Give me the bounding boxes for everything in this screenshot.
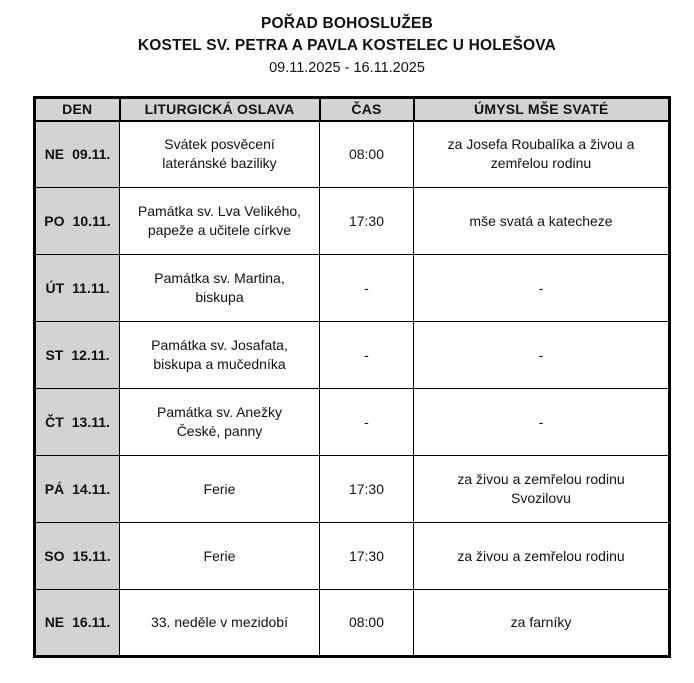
celebration-cell: Ferie: [119, 455, 320, 523]
day-cell: ST 12.11.: [34, 321, 120, 389]
day-date: 15.11.: [72, 547, 111, 564]
day-date: 09.11.: [72, 145, 111, 162]
schedule-table: DEN LITURGICKÁ OSLAVA ČAS ÚMYSL MŠE SVAT…: [33, 96, 671, 658]
day-abbreviation: NE: [44, 614, 65, 630]
day-cell: SO 15.11.: [34, 522, 120, 590]
day-abbreviation: PO: [44, 212, 65, 229]
table-row: NE 09.11. Svátek posvěcení lateránské baz…: [34, 120, 670, 188]
day-abbreviation: SO: [44, 547, 65, 564]
time-cell: -: [319, 254, 414, 322]
schedule-table-body: NE 09.11. Svátek posvěcení lateránské baz…: [34, 120, 670, 657]
table-row: ST 12.11. Památka sv. Josafata, biskupa a…: [34, 321, 670, 389]
column-header-cas: ČAS: [318, 96, 415, 122]
day-date: 13.11.: [71, 413, 110, 430]
table-row: ČT 13.11. Památka sv. Anežky České, panny…: [34, 388, 670, 456]
table-row: ÚT 11.11. Památka sv. Martina, biskupa - …: [34, 254, 670, 322]
day-abbreviation: ČT: [45, 413, 64, 430]
celebration-cell: Svátek posvěcení lateránské baziliky: [119, 120, 320, 188]
schedule-table-header: DEN LITURGICKÁ OSLAVA ČAS ÚMYSL MŠE SVAT…: [33, 96, 671, 122]
day-date: 12.11.: [71, 346, 110, 363]
celebration-cell: Památka sv. Lva Velikého, papeže a učite…: [119, 187, 320, 255]
time-cell: -: [319, 321, 414, 389]
date-range: 09.11.2025 - 16.11.2025: [269, 60, 425, 76]
intention-cell: za Josefa Roubalíka a živou a zemřelou r…: [413, 120, 670, 188]
time-cell: 08:00: [319, 120, 414, 188]
day-date: 11.11.: [72, 279, 110, 296]
table-row: SO 15.11. Ferie 17:30 za živou a zemřelou…: [34, 522, 670, 590]
day-cell: NE 09.11.: [34, 120, 120, 188]
intention-cell: -: [413, 388, 670, 456]
intention-cell: -: [413, 254, 670, 322]
day-abbreviation: ÚT: [45, 279, 65, 296]
column-header-umysl-mse-svate: ÚMYSL MŠE SVATÉ: [412, 96, 671, 122]
day-cell: ÚT 11.11.: [34, 254, 120, 322]
page-subtitle: KOSTEL SV. PETRA A PAVLA KOSTELEC U HOLE…: [137, 37, 557, 54]
time-cell: 17:30: [319, 187, 414, 255]
celebration-cell: Ferie: [119, 522, 320, 590]
header-row: DEN LITURGICKÁ OSLAVA ČAS ÚMYSL MŠE SVAT…: [33, 96, 671, 122]
day-cell: PO 10.11.: [34, 187, 120, 255]
table-row: PÁ 14.11. Ferie 17:30 za živou a zemřelou…: [34, 455, 670, 523]
time-cell: -: [319, 388, 414, 456]
day-cell: ČT 13.11.: [34, 388, 120, 456]
day-date: 16.11.: [72, 614, 111, 630]
intention-cell: za živou a zemřelou rodinu Svozilovu: [413, 455, 670, 523]
celebration-cell: 33. neděle v mezidobí: [119, 589, 320, 657]
time-cell: 17:30: [319, 522, 414, 590]
intention-cell: za živou a zemřelou rodinu: [413, 522, 670, 590]
celebration-cell: Památka sv. Josafata, biskupa a mučedník…: [119, 321, 320, 389]
day-abbreviation: NE: [44, 145, 65, 162]
day-date: 10.11.: [72, 212, 111, 229]
table-row: PO 10.11. Památka sv. Lva Velikého, papež…: [34, 187, 670, 255]
time-cell: 08:00: [319, 589, 414, 657]
intention-cell: -: [413, 321, 670, 389]
day-abbreviation: ST: [45, 346, 64, 363]
celebration-cell: Památka sv. Martina, biskupa: [119, 254, 320, 322]
intention-cell: mše svatá a katecheze: [413, 187, 670, 255]
column-header-liturgicka-oslava: LITURGICKÁ OSLAVA: [118, 96, 321, 122]
day-cell: NE 16.11.: [34, 589, 120, 657]
intention-cell: za farníky: [413, 589, 670, 657]
day-date: 14.11.: [72, 480, 111, 497]
column-header-den: DEN: [33, 96, 121, 122]
table-row: NE 16.11. 33. neděle v mezidobí 08:00 za …: [34, 589, 670, 657]
day-cell: PÁ 14.11.: [34, 455, 120, 523]
time-cell: 17:30: [319, 455, 414, 523]
page-title: POŘAD BOHOSLUŽEB: [261, 15, 433, 32]
document-header: POŘAD BOHOSLUŽEB KOSTEL SV. PETRA A PAVL…: [0, 0, 694, 79]
celebration-cell: Památka sv. Anežky České, panny: [119, 388, 320, 456]
day-abbreviation: PÁ: [44, 480, 65, 497]
